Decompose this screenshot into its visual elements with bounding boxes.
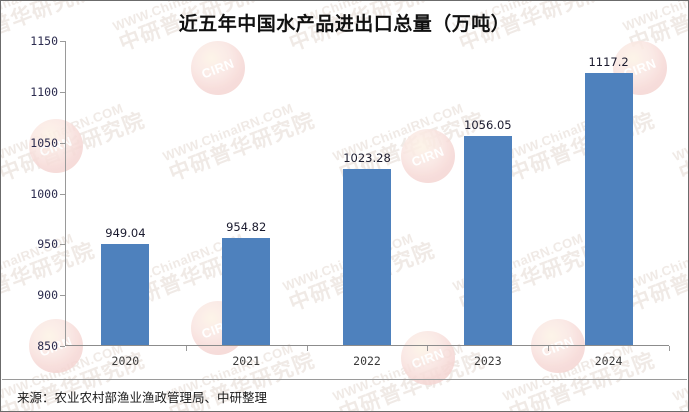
- bar-value-label: 949.04: [105, 226, 146, 241]
- y-tick-label: 1050: [30, 135, 58, 150]
- y-tick-label: 1150: [30, 34, 58, 48]
- bar-value-label: 954.82: [226, 220, 267, 235]
- y-tick-label: 1100: [30, 84, 58, 99]
- x-tick-label: 2022: [353, 354, 381, 368]
- x-tick-label: 2020: [111, 354, 140, 368]
- x-axis-line: [65, 345, 669, 346]
- bar-value-label: 1056.05: [464, 117, 512, 132]
- y-axis-line: [65, 41, 66, 346]
- x-tick-label: 2021: [232, 354, 261, 368]
- y-tick-mark: [60, 346, 65, 347]
- x-tick-mark: [548, 346, 550, 351]
- x-tick-mark: [427, 346, 429, 351]
- x-tick-mark: [306, 346, 308, 351]
- y-tick-mark: [60, 295, 65, 297]
- y-tick-label: 900: [37, 288, 58, 303]
- plot-area: 1150 1100 1050 1000 950 900 850 949.04 954.82 10…: [30, 34, 670, 368]
- y-tick-label: 850: [37, 339, 58, 353]
- y-tick-mark: [60, 91, 65, 93]
- bar: [222, 238, 271, 345]
- x-tick-mark: [669, 346, 670, 351]
- y-tick-mark: [60, 142, 65, 144]
- chart-title: 近五年中国水产品进出口总量（万吨）: [178, 13, 511, 35]
- y-tick-label: 950: [37, 237, 58, 252]
- x-tick-label: 2023: [473, 354, 502, 368]
- bar-value-label: 1117.2: [588, 55, 629, 70]
- bar: [101, 244, 150, 345]
- y-tick-label: 1000: [30, 186, 58, 201]
- bar: [463, 135, 512, 345]
- source-note: 来源：农业农村部渔业渔政管理局、中研整理: [17, 390, 268, 405]
- bar: [584, 73, 633, 345]
- y-tick-mark: [60, 193, 65, 195]
- bar: [343, 168, 391, 345]
- footer-separator: [2, 379, 687, 380]
- x-tick-mark: [185, 346, 187, 351]
- y-tick-mark: [60, 41, 65, 42]
- y-tick-mark: [60, 244, 65, 246]
- x-tick-label: 2024: [594, 354, 623, 368]
- bar-value-label: 1023.28: [343, 150, 391, 165]
